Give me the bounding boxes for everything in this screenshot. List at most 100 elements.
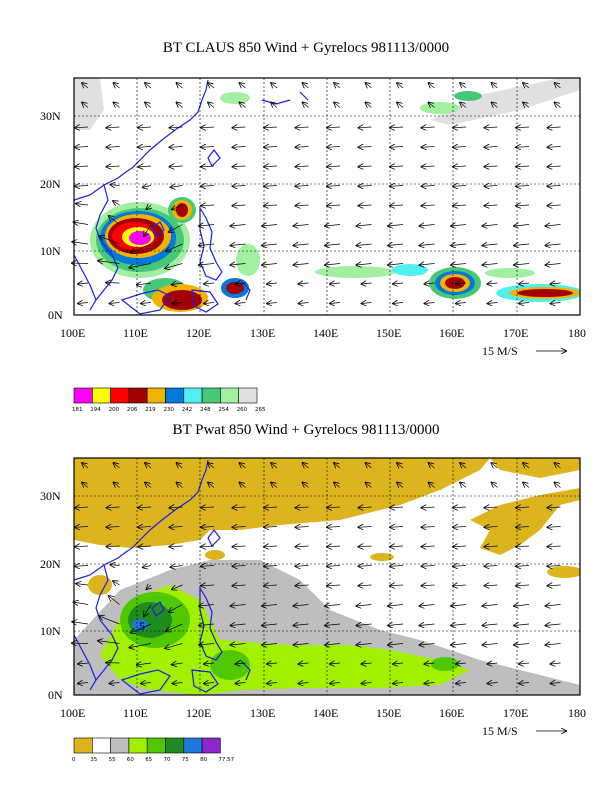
wind-vector-arrow (514, 605, 530, 607)
wind-vector-arrow (145, 83, 152, 88)
colorbar-swatch (128, 387, 148, 404)
wind-vector-arrow (204, 663, 215, 664)
wind-vector-arrow (177, 483, 183, 488)
wind-vector-arrow (422, 546, 435, 547)
wind-vector-arrow (390, 527, 404, 528)
wind-vector-arrow (109, 216, 120, 225)
wind-vector-arrow (390, 127, 404, 128)
wind-vector-arrow (294, 605, 309, 607)
wind-vector-arrow (325, 225, 341, 227)
wind-vector-arrow (516, 147, 530, 148)
colorbar-tick-label: 265 (255, 407, 266, 413)
p1-lon-label: 160E (439, 326, 464, 340)
wind-vector-arrow (359, 566, 372, 567)
wind-vector-arrow (425, 283, 435, 284)
wind-vector-arrow (453, 205, 467, 206)
wind-vector-arrow (485, 186, 498, 187)
wind-vector-arrow (145, 463, 152, 468)
wind-vector-arrow (523, 83, 530, 88)
wind-vector-arrow (390, 205, 404, 206)
wind-vector-arrow (262, 605, 278, 607)
wind-vector-arrow (325, 644, 341, 646)
wind-vector-arrow (201, 527, 215, 528)
wind-vector-arrow (137, 663, 152, 665)
wind-vector-arrow (114, 463, 120, 468)
colorbar-tick-label: 0 (72, 757, 76, 763)
wind-vector-arrow (131, 243, 152, 253)
wind-vector-arrow (146, 585, 151, 589)
wind-vector-arrow (325, 624, 341, 626)
p1-lon-label: 130E (250, 326, 275, 340)
panel-1-title: BT CLAUS 850 Wind + Gyrelocs 981113/0000 (162, 40, 450, 56)
wind-vector-arrow (78, 663, 89, 664)
wind-vector-arrow (138, 507, 152, 508)
wind-vector-arrow (145, 483, 152, 488)
wind-vector-arrow (82, 483, 89, 488)
colorbar-swatch (146, 737, 166, 754)
wind-vector-arrow (262, 264, 278, 266)
wind-vector-arrow (171, 566, 183, 568)
wind-vector-arrow (516, 127, 530, 128)
wind-vector-arrow (296, 205, 309, 206)
colorbar-tick-label: 206 (127, 407, 138, 413)
wind-vector-arrow (420, 225, 435, 227)
wind-vector-arrow (422, 527, 435, 528)
wind-vector-arrow (516, 166, 530, 167)
wind-vector-arrow (208, 83, 215, 88)
colorbar-swatch (92, 387, 111, 404)
wind-vector-arrow (264, 186, 278, 187)
wind-vector-arrow (359, 186, 372, 187)
wind-vector-arrow (451, 264, 467, 266)
wind-vector-arrow (551, 303, 561, 304)
wind-vector-arrow (362, 283, 372, 284)
wind-vector-arrow (271, 83, 278, 88)
wind-vector-arrow (359, 585, 372, 586)
wind-vector-arrow (390, 166, 404, 167)
wind-vector-arrow (453, 166, 467, 167)
colorbar-swatch (183, 737, 203, 754)
wind-vector-arrow (420, 605, 435, 607)
panel-2-map: 5 (72, 457, 581, 696)
wind-vector-arrow (359, 507, 372, 508)
wind-vector-arrow (271, 483, 278, 488)
wind-vector-arrow (485, 147, 498, 148)
wind-vector-arrow (519, 283, 530, 284)
wind-vector-arrow (516, 585, 530, 586)
wind-vector-arrow (303, 483, 309, 488)
wind-vector-arrow (131, 623, 152, 633)
wind-vector-arrow (299, 303, 309, 304)
wind-vector-arrow (294, 264, 309, 266)
wind-vector-arrow (516, 205, 530, 206)
panel-2-coastlines (74, 459, 251, 695)
wind-vector-arrow (166, 623, 183, 631)
wind-vector-arrow (555, 483, 561, 488)
wind-vector-arrow (109, 596, 120, 605)
colorbar-tick-label: 70 (164, 757, 171, 763)
wind-vector-arrow (138, 166, 152, 167)
wind-vector-arrow (422, 186, 435, 187)
wind-vector-arrow (107, 147, 120, 148)
wind-vector-arrow (523, 483, 530, 488)
wind-vector-arrow (453, 507, 467, 508)
wind-vector-arrow (327, 507, 341, 508)
wind-vector-arrow (113, 581, 120, 585)
wind-vector-arrow (267, 303, 278, 304)
wind-vector-arrow (177, 83, 183, 88)
wind-vector-arrow (485, 585, 498, 586)
wind-vector-arrow (359, 166, 372, 167)
wind-vector-arrow (166, 243, 183, 251)
wind-vector-arrow (110, 683, 120, 684)
wind-vector-arrow (99, 616, 120, 625)
wind-vector-arrow (425, 303, 435, 304)
wind-vector-arrow (271, 463, 278, 468)
wind-vector-arrow (201, 507, 215, 508)
wind-vector-arrow (548, 127, 561, 128)
p1-lon-label: 170E (503, 326, 528, 340)
wind-vector-arrow (429, 83, 435, 88)
wind-vector-arrow (485, 566, 498, 567)
wind-vector-arrow (330, 303, 341, 304)
wind-vector-arrow (303, 463, 309, 468)
p2-lon-label: 130E (250, 706, 275, 720)
wind-vector-arrow (170, 166, 183, 167)
